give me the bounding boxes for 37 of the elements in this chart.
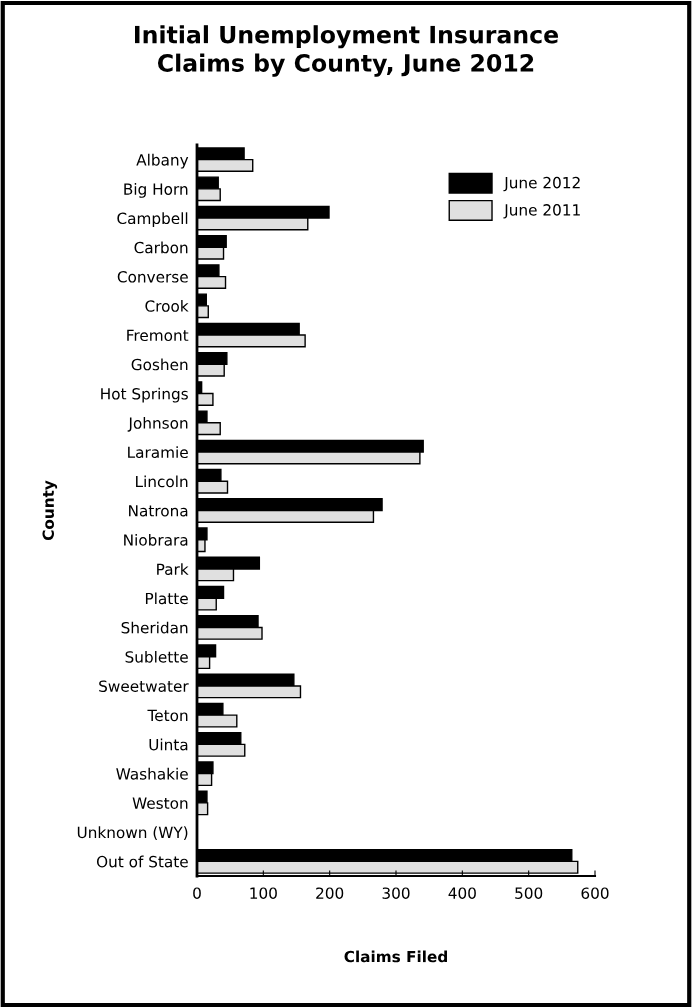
y-tick-label: Sheridan (121, 621, 188, 634)
x-tick-label: 300 (382, 887, 410, 899)
y-tick-label: Sublette (125, 650, 188, 663)
x-tick-label: 0 (193, 887, 201, 899)
y-tick-label: Weston (132, 797, 188, 809)
y-tick-label: Carbon (134, 241, 188, 254)
y-tick-label: Albany (136, 153, 189, 169)
y-tick-label: Crook (145, 300, 189, 312)
y-tick-label: Out of State (96, 855, 188, 868)
legend-label: June 2012 (503, 176, 580, 192)
x-tick-label: 600 (581, 887, 609, 899)
y-tick-label: Washakie (116, 767, 188, 780)
x-tick-label: 500 (515, 887, 543, 899)
y-tick-label: Big Horn (124, 183, 188, 198)
y-tick-label: Park (157, 563, 189, 575)
y-tick-label: Campbell (117, 212, 188, 228)
legend-label: June 2011 (503, 204, 580, 219)
x-tick-label: 100 (250, 887, 277, 899)
y-tick-label: Unknown (WY) (77, 826, 188, 840)
y-tick-label: Sweetwater (99, 680, 189, 692)
y-tick-label: Johnson (127, 416, 188, 432)
y-tick-label: Fremont (127, 329, 189, 342)
y-tick-label: Natrona (129, 505, 188, 517)
x-tick-label: 400 (448, 887, 476, 899)
y-tick-label: Lincoln (136, 475, 188, 488)
x-tick-label: 200 (316, 887, 344, 899)
y-tick-label: Niobrara (124, 533, 188, 546)
chart-title: Initial Unemployment Insurance Claims by County, June 2012 (135, 25, 559, 77)
y-tick-label: Converse (117, 271, 188, 283)
y-tick-label: Uinta (149, 738, 188, 751)
y-tick-label: Teton (147, 709, 188, 722)
y-tick-label: Goshen (131, 358, 188, 371)
x-axis-title: Claims Filed (344, 950, 447, 963)
y-tick-label: Laramie (128, 446, 188, 459)
y-axis-title: County (42, 480, 58, 541)
y-tick-label: Hot Springs (101, 387, 188, 403)
y-tick-label: Platte (145, 592, 188, 605)
